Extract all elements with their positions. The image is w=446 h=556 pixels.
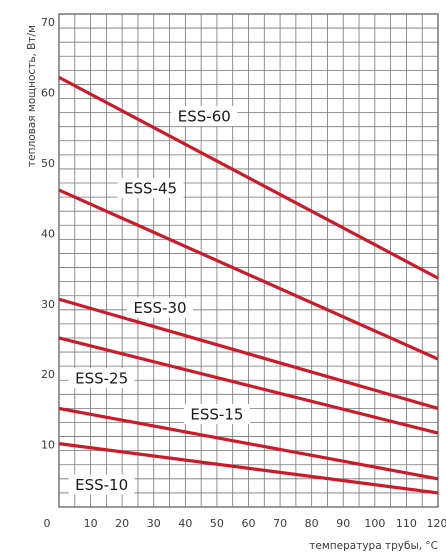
series-label-ess-30: ESS-30 [134,299,187,317]
x-tick-label: 50 [210,517,224,530]
grid [58,13,439,508]
x-tick-label: 80 [305,517,319,530]
series-labels: ESS-60 ESS-45 ESS-30 ESS-25 ESS-15 ESS-10 [68,106,250,495]
series-line-ess-45 [58,188,439,361]
series-line-ess-25 [58,336,439,435]
series-line-ess-60 [58,75,439,280]
series-label-box [117,177,184,198]
series-label-box [68,368,135,389]
series-label-box [183,404,250,425]
y-tick-labels: 10 20 30 40 50 60 70 [41,16,55,452]
series-label-box [68,474,135,495]
x-axis-label: температура трубы, °C [309,540,438,552]
y-tick-label: 60 [41,87,55,100]
y-tick-label: 30 [41,298,55,311]
series-line-ess-15 [58,406,439,481]
x-tick-label: 40 [178,517,192,530]
x-tick-label: 10 [84,517,98,530]
series-label-box [127,297,194,318]
x-tick-label: 120 [427,517,446,530]
x-tick-label: 90 [336,517,350,530]
y-tick-label: 70 [41,16,55,29]
series-lines [58,75,439,495]
y-tick-label: 10 [41,439,55,452]
series-line-ess-30 [58,297,439,410]
y-tick-label: 50 [41,157,55,170]
x-tick-label: 100 [364,517,385,530]
y-tick-label: 20 [41,368,55,381]
x-tick-labels: 0 10 20 30 40 50 60 70 80 90 100 110 120 [44,517,446,530]
y-axis-label: тепловая мощность, Вт/м [26,25,38,167]
y-tick-label: 40 [41,227,55,240]
x-tick-label: 20 [115,517,129,530]
series-line-ess-10 [58,442,439,495]
series-label-ess-15: ESS-15 [190,406,243,424]
x-tick-label: 30 [147,517,161,530]
x-tick-label: 110 [396,517,417,530]
x-tick-label: 70 [273,517,287,530]
x-tick-label: 60 [242,517,256,530]
series-label-ess-60: ESS-60 [178,108,231,126]
series-label-ess-10: ESS-10 [75,476,128,494]
series-label-box [171,106,238,127]
series-label-ess-45: ESS-45 [124,179,177,197]
x-tick-label: 0 [44,517,51,530]
series-label-ess-25: ESS-25 [75,370,128,388]
